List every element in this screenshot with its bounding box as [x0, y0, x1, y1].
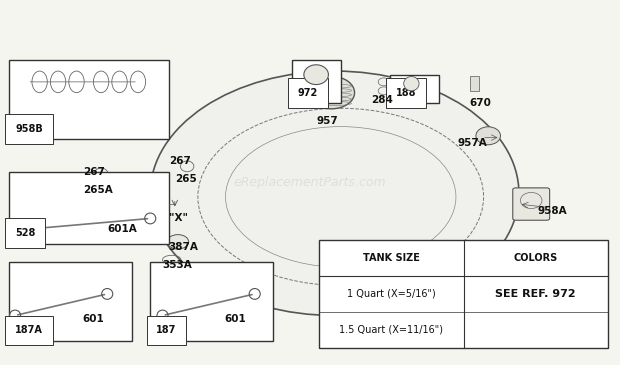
Bar	[319, 240, 608, 348]
Text: 528: 528	[15, 228, 35, 238]
Text: 1 Quart (X=5/16"): 1 Quart (X=5/16")	[347, 289, 436, 299]
Ellipse shape	[167, 235, 188, 249]
Bar	[9, 172, 169, 243]
Bar	[390, 75, 439, 103]
Bar	[9, 60, 169, 139]
Bar	[470, 76, 479, 91]
Text: 958A: 958A	[538, 206, 567, 216]
Text: "X": "X"	[169, 214, 188, 223]
Ellipse shape	[404, 76, 419, 91]
Text: 601: 601	[82, 314, 104, 324]
Text: 670: 670	[470, 99, 492, 108]
Bar	[291, 60, 341, 103]
Text: 188: 188	[396, 88, 417, 98]
Text: 387A: 387A	[169, 242, 198, 252]
Text: eReplacementParts.com: eReplacementParts.com	[234, 176, 386, 189]
Text: 187A: 187A	[15, 325, 43, 335]
Text: 267: 267	[169, 156, 190, 166]
Ellipse shape	[304, 65, 329, 85]
Text: 353A: 353A	[162, 260, 192, 270]
Text: 1.5 Quart (X=11/16"): 1.5 Quart (X=11/16")	[339, 325, 443, 335]
Text: 265: 265	[175, 174, 197, 184]
Ellipse shape	[476, 127, 500, 145]
Bar	[150, 262, 273, 341]
Bar	[9, 262, 132, 341]
FancyBboxPatch shape	[513, 188, 550, 220]
Text: 957A: 957A	[458, 138, 487, 148]
Text: 958: 958	[482, 260, 503, 270]
Ellipse shape	[309, 76, 355, 109]
Text: 601: 601	[224, 314, 246, 324]
Text: 972: 972	[298, 88, 318, 98]
Text: 265A: 265A	[82, 185, 112, 195]
Text: 957: 957	[316, 116, 338, 126]
Text: 187: 187	[156, 325, 177, 335]
Text: 958B: 958B	[15, 124, 43, 134]
Text: TANK SIZE: TANK SIZE	[363, 253, 420, 263]
Text: SEE REF. 972: SEE REF. 972	[495, 289, 576, 299]
Text: COLORS: COLORS	[514, 253, 558, 263]
Text: 267: 267	[82, 167, 105, 177]
FancyBboxPatch shape	[476, 245, 513, 278]
Text: 601A: 601A	[107, 224, 137, 234]
Text: 284: 284	[371, 95, 393, 105]
Ellipse shape	[150, 71, 519, 315]
